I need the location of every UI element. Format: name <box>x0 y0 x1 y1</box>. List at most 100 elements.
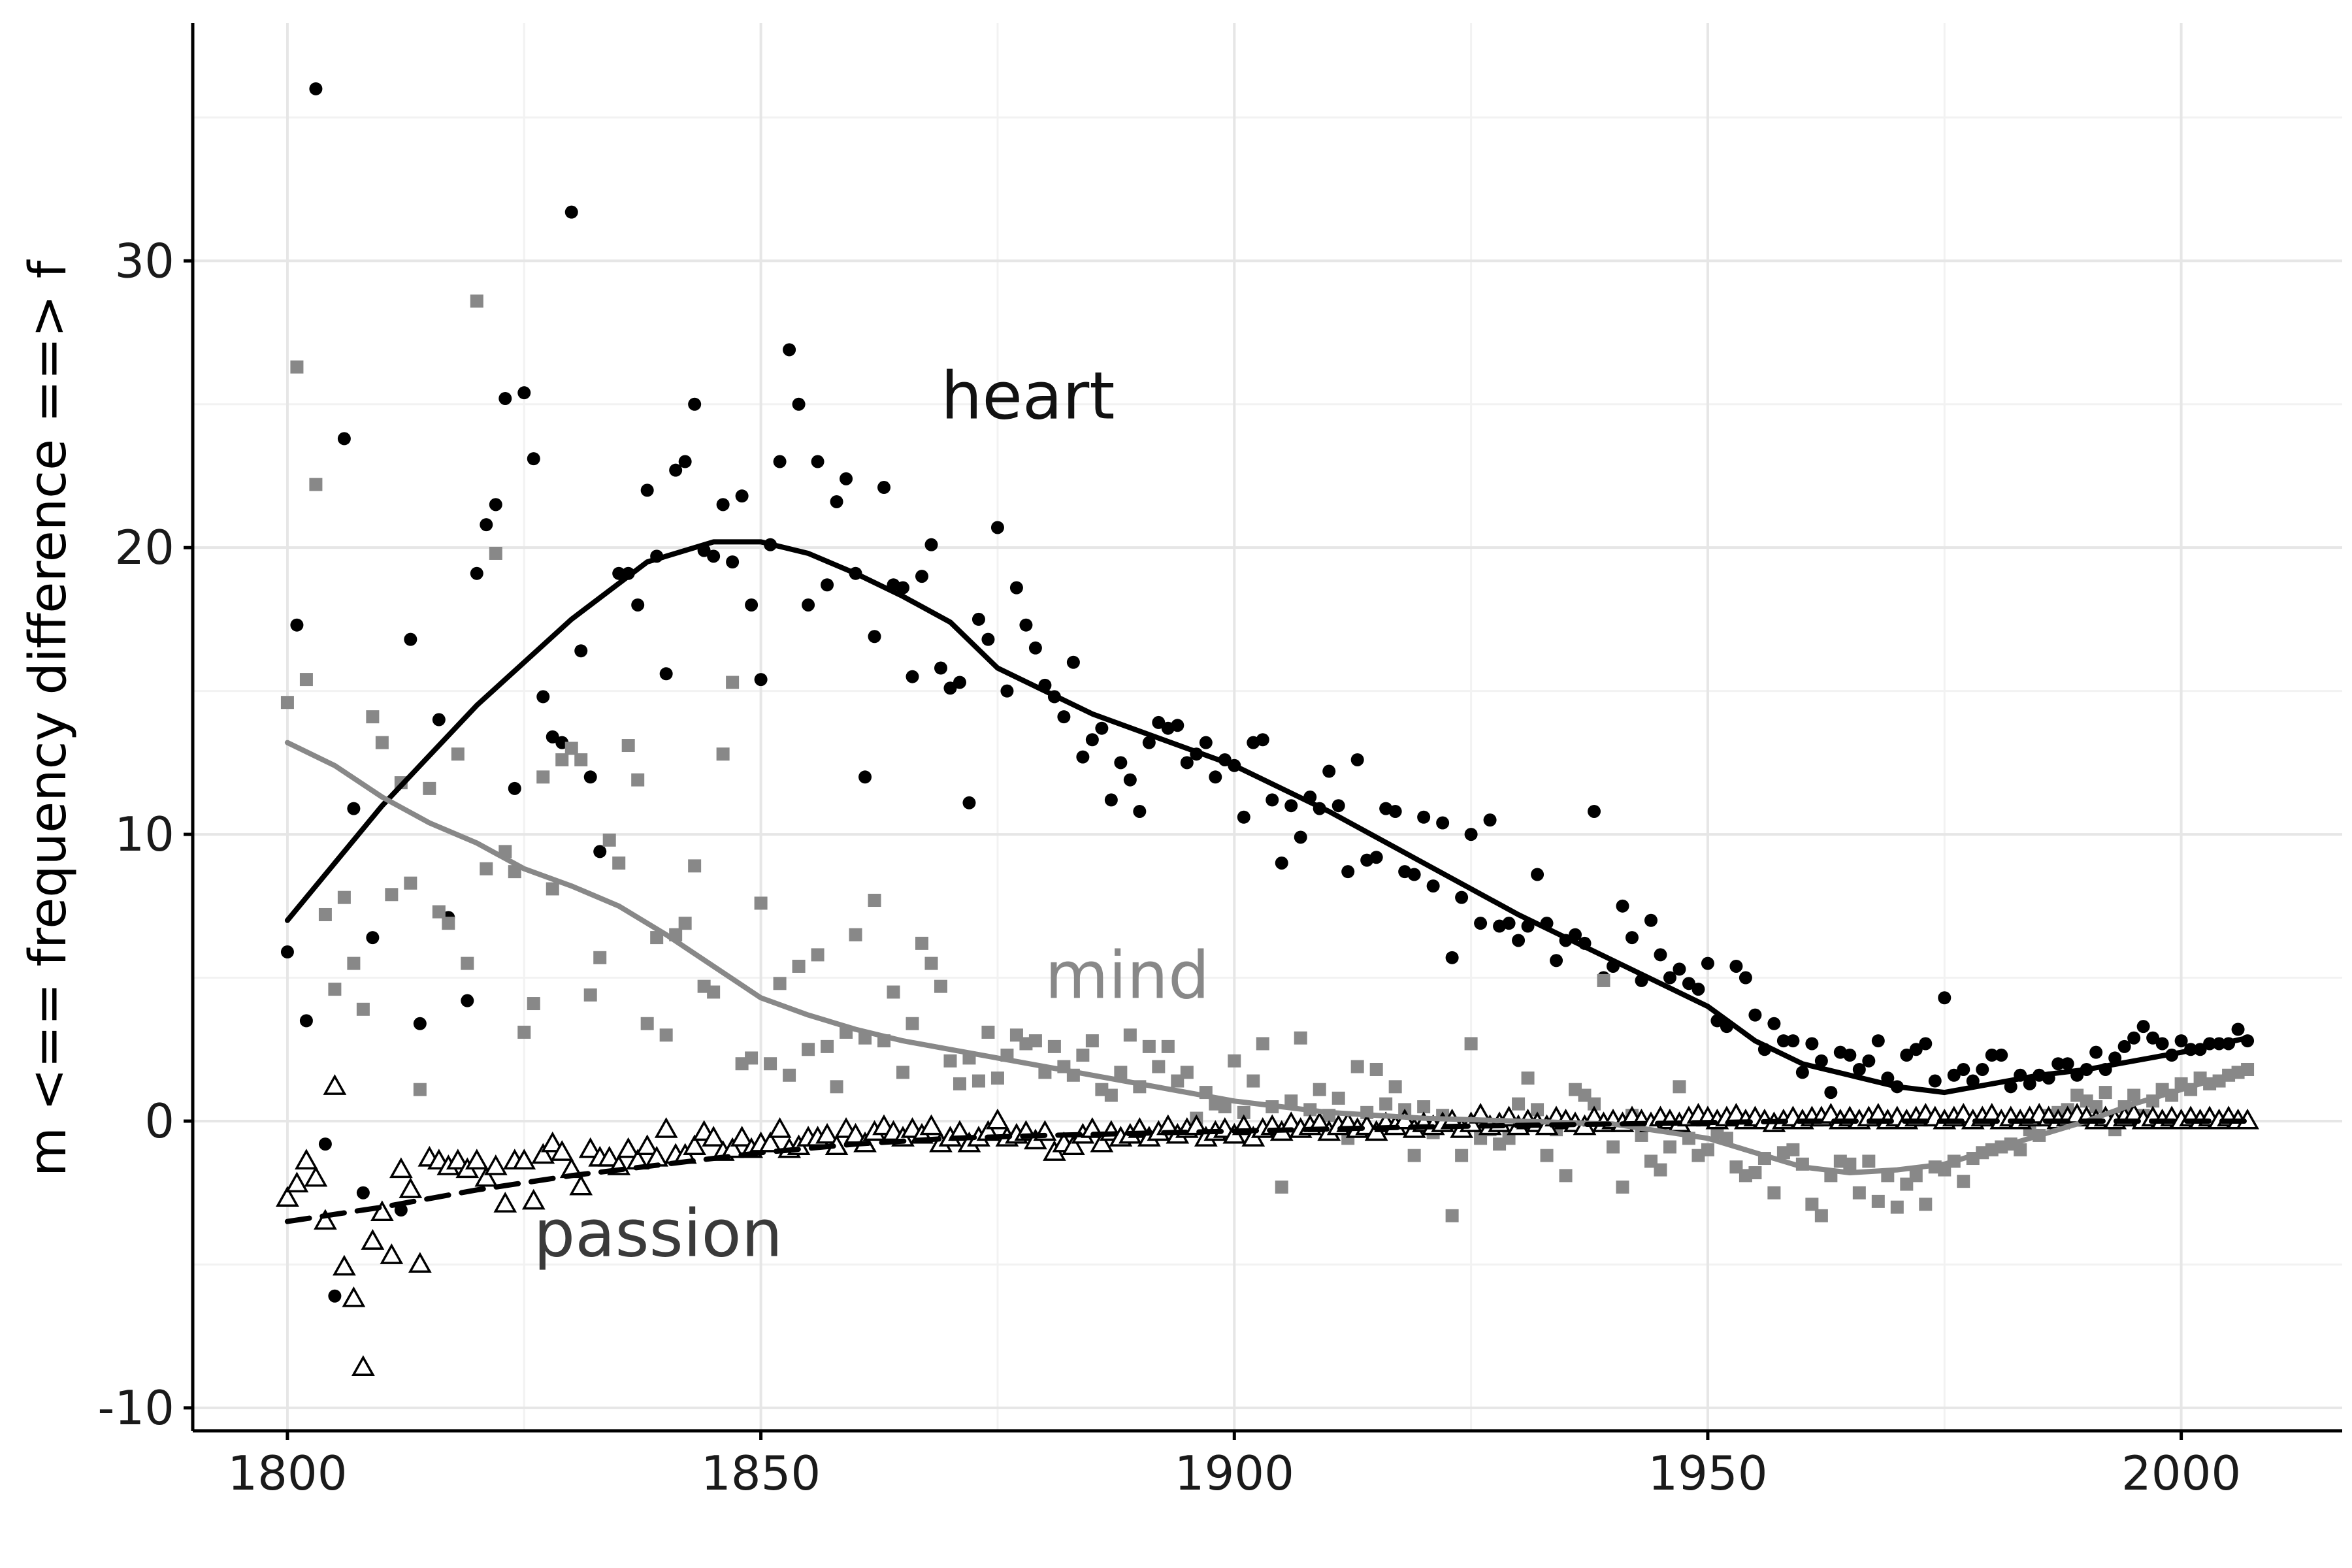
heart-point <box>2174 1034 2188 1048</box>
heart-point <box>1616 899 1629 913</box>
heart-point <box>489 498 502 512</box>
mind-point <box>726 676 740 689</box>
heart-point <box>328 1289 342 1303</box>
heart-point <box>2136 1020 2150 1034</box>
mind-point <box>1417 1100 1431 1114</box>
y-tick-label: -10 <box>97 1380 174 1435</box>
heart-point <box>802 598 815 612</box>
mind-point <box>470 294 483 308</box>
mind-point <box>650 931 664 945</box>
x-tick-label: 1900 <box>1175 1446 1294 1501</box>
heart-point <box>612 566 626 580</box>
mind-point <box>489 546 502 560</box>
heart-point <box>1483 813 1497 827</box>
passion-point <box>815 1122 839 1144</box>
heart-point <box>1663 971 1676 985</box>
mind-point <box>318 907 332 921</box>
heart-point <box>1947 1068 1961 1082</box>
heart-point <box>2117 1039 2131 1053</box>
heart-point <box>2089 1045 2103 1059</box>
heart-point <box>2127 1031 2141 1045</box>
mind-point <box>981 1025 995 1039</box>
heart-point <box>1066 655 1080 669</box>
heart-point <box>1701 956 1714 970</box>
mind-point <box>1152 1060 1166 1073</box>
heart-point <box>1739 971 1752 985</box>
heart-point <box>2155 1037 2169 1051</box>
mind-point <box>356 1002 370 1016</box>
heart-point <box>583 770 597 784</box>
heart-point <box>840 472 853 485</box>
heart-point <box>517 386 531 400</box>
heart-point <box>1152 715 1166 729</box>
mind-point <box>1540 1149 1554 1162</box>
passion-point <box>361 1229 385 1250</box>
heart-point <box>688 397 702 411</box>
heart-point <box>1644 913 1658 927</box>
heart-point <box>1028 641 1042 655</box>
mind-point <box>896 1066 910 1079</box>
mind-point <box>934 979 947 993</box>
mind-point <box>564 742 578 755</box>
heart-point <box>1909 1043 1923 1056</box>
mind-point <box>404 876 417 890</box>
heart-point <box>906 670 919 683</box>
mind-point <box>830 1080 843 1094</box>
heart-point <box>1445 951 1459 964</box>
heart-point <box>1682 977 1695 990</box>
mind-point <box>754 896 768 910</box>
axes: 1800 1850 1900 1950 2000 -10 0 10 20 30 <box>97 23 2342 1501</box>
heart-point <box>877 481 891 495</box>
mind-point <box>2014 1143 2027 1156</box>
mind-point <box>1161 1039 1175 1053</box>
mind-point <box>821 1039 834 1053</box>
heart-point <box>1104 793 1118 807</box>
mind-point <box>517 1025 531 1039</box>
mind-point <box>1852 1186 1866 1200</box>
heart-point <box>1843 1049 1857 1062</box>
heart-point <box>868 630 881 644</box>
mind-point <box>953 1077 966 1090</box>
heart-point <box>1199 736 1213 749</box>
heart-point <box>1550 954 1563 968</box>
mind-point <box>1635 1128 1648 1142</box>
grid-lines <box>193 23 2342 1431</box>
x-tick-label: 1950 <box>1648 1446 1767 1501</box>
heart-point <box>1322 764 1336 778</box>
y-tick-label: 20 <box>114 520 174 575</box>
heart-point <box>953 676 966 689</box>
mind-point <box>1701 1143 1714 1156</box>
mind-point <box>990 1071 1004 1085</box>
mind-point <box>1559 1169 1573 1183</box>
passion-point <box>465 1149 489 1169</box>
heart-point <box>1275 856 1288 870</box>
mind-point <box>1104 1088 1118 1102</box>
heart-point <box>773 455 787 468</box>
heart-point <box>1057 710 1071 724</box>
mind-point <box>1388 1080 1402 1094</box>
mind-point <box>1767 1186 1781 1200</box>
heart-point <box>1369 851 1383 864</box>
heart-point <box>669 463 683 477</box>
mind-point <box>2099 1086 2112 1100</box>
passion-point <box>1062 1134 1085 1156</box>
mind-point <box>773 977 787 990</box>
heart-point <box>821 578 834 592</box>
mind-point <box>849 928 862 941</box>
mind-point <box>583 988 597 1002</box>
passion-point <box>342 1286 366 1307</box>
heart-point <box>1748 1008 1762 1022</box>
passion-point <box>285 1171 309 1193</box>
heart-point <box>735 489 749 503</box>
passion-point <box>314 1209 337 1230</box>
heart-point <box>1284 799 1298 813</box>
passion-point <box>399 1177 423 1198</box>
heart-point <box>1331 799 1345 813</box>
passion-point <box>702 1126 726 1147</box>
heart-point <box>1417 810 1431 824</box>
heart-point <box>2146 1031 2160 1045</box>
mind-point <box>678 917 692 930</box>
heart-point <box>811 455 825 468</box>
heart-point <box>508 781 521 795</box>
